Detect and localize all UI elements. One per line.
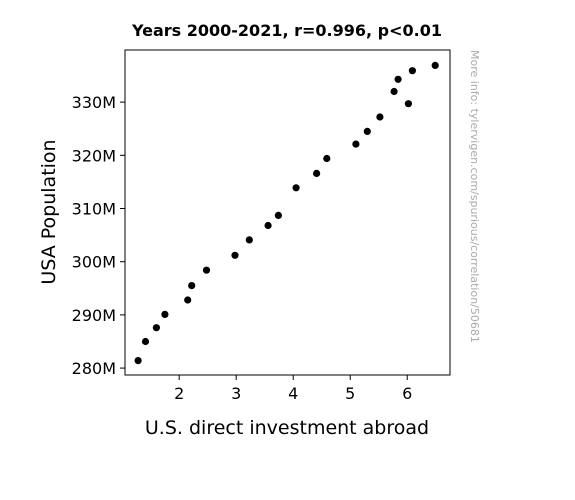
data-point-14 (352, 140, 360, 148)
x-tick-label: 5 (345, 384, 355, 403)
y-tick-label: 290M (72, 306, 116, 325)
y-axis-label: USA Population (38, 139, 60, 284)
data-point-20 (408, 67, 416, 75)
data-point-12 (313, 169, 321, 177)
data-point-15 (363, 127, 371, 135)
data-points (134, 61, 439, 365)
data-point-3 (161, 310, 169, 318)
x-axis-ticks: 2 3 4 5 6 (174, 375, 412, 403)
chart-title: Years 2000-2021, r=0.996, p<0.01 (131, 21, 442, 40)
x-tick-label: 2 (174, 384, 184, 403)
data-point-19 (404, 100, 412, 108)
y-axis-ticks: 280M 290M 300M 310M 320M 330M (72, 93, 125, 378)
data-point-7 (231, 251, 239, 259)
y-tick-label: 330M (72, 93, 116, 112)
data-point-16 (376, 113, 384, 121)
y-tick-label: 300M (72, 253, 116, 272)
data-point-5 (188, 282, 196, 290)
data-point-0 (134, 357, 142, 365)
x-tick-label: 4 (288, 384, 298, 403)
data-point-11 (292, 184, 300, 192)
data-point-2 (152, 324, 160, 332)
data-point-17 (390, 87, 398, 96)
data-point-9 (264, 221, 272, 230)
y-tick-label: 280M (72, 359, 116, 378)
y-tick-label: 310M (72, 200, 116, 219)
data-point-6 (202, 266, 211, 274)
data-point-10 (274, 211, 282, 219)
source-watermark: More info: tylervigen.com/spurious/corre… (468, 50, 481, 343)
x-tick-label: 6 (402, 384, 412, 403)
x-axis-label: U.S. direct investment abroad (145, 417, 429, 439)
data-point-4 (184, 296, 192, 304)
data-point-18 (394, 75, 402, 83)
data-point-8 (245, 236, 253, 244)
plot-area-frame (124, 49, 451, 376)
data-point-13 (323, 154, 331, 163)
y-tick-label: 320M (72, 146, 116, 165)
data-point-21 (431, 61, 439, 69)
x-tick-label: 3 (231, 384, 241, 403)
data-point-1 (141, 337, 150, 346)
